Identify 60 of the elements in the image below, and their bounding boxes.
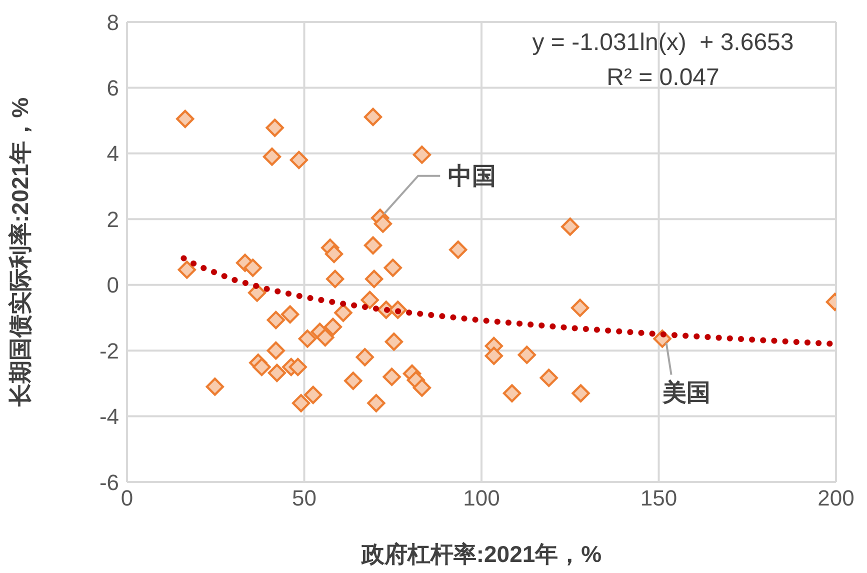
point [561,218,580,236]
point [356,348,374,366]
x-tick-label: 50 [292,486,316,511]
point [324,318,342,336]
point [252,358,271,376]
point [280,305,300,324]
point [540,368,558,387]
y-tick-label: -2 [99,338,119,364]
point [449,240,468,259]
point [367,394,386,412]
point [176,110,194,128]
annotation: 美国 [661,378,710,407]
point [262,148,282,166]
point [334,304,352,322]
point [360,290,379,310]
y-axis-title: 长期国债实际利率:2021年，% [7,97,34,408]
point [266,310,285,330]
point [326,270,344,288]
point [344,372,362,390]
point [384,258,402,277]
point [502,384,522,402]
point [266,118,284,137]
point [304,386,322,404]
point [412,146,432,164]
x-tick-label: 100 [463,486,500,511]
point [364,108,382,126]
point [316,328,334,347]
y-tick-label: -6 [99,470,119,495]
point [244,258,262,277]
point [570,298,590,317]
point [364,270,384,288]
y-tick-label: -4 [99,404,119,430]
point [178,260,196,279]
y-tick-label: 2 [106,206,119,232]
y-tick-label: 6 [106,76,119,101]
annotation: y = -1.031ln(x) + 3.6653 [531,28,795,58]
point [484,346,504,365]
annotation: 中国 [448,162,496,190]
point [324,244,344,264]
point [384,332,404,351]
point [206,378,224,396]
y-tick-label: 8 [106,10,119,35]
point [266,341,285,360]
point [288,358,307,376]
point [290,150,308,170]
point [518,346,536,364]
y-tick-label: 4 [106,141,119,166]
x-tick-label: 150 [640,486,678,511]
x-tick-label: 200 [818,486,854,511]
point [382,368,401,386]
y-tick-label: 0 [106,272,119,298]
point [298,330,317,348]
annotation: R² = 0.047 [606,63,720,93]
point [374,214,392,233]
x-axis-title: 政府杠杆率:2021年，% [360,541,602,567]
point [292,394,310,412]
point [572,384,590,402]
point [412,378,432,397]
point [364,236,382,255]
point [268,364,286,382]
